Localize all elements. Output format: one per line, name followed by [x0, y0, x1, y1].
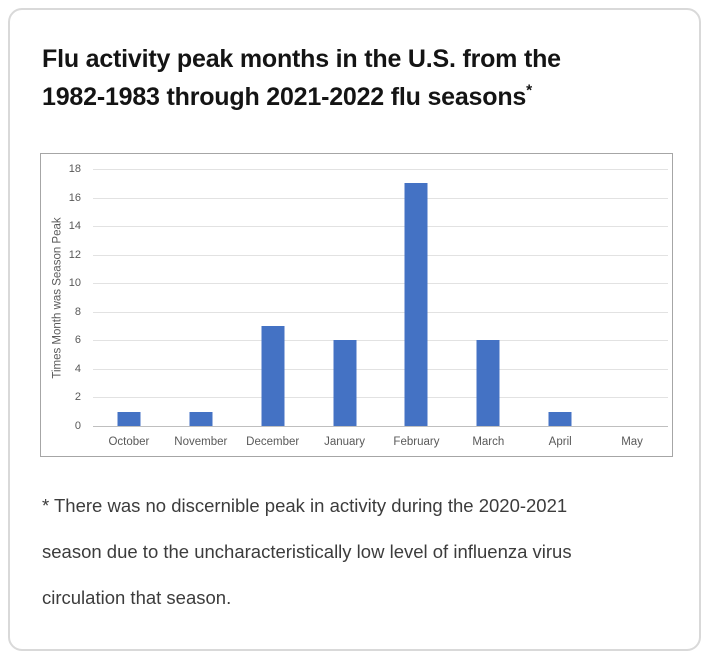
page-title-line2: 1982-1983 through 2021-2022 flu seasons [42, 83, 527, 111]
bar-october [117, 411, 141, 426]
x-tick-label-may: May [621, 436, 643, 448]
y-tick-label: 16 [68, 191, 81, 204]
plot-area [93, 169, 668, 427]
x-axis-labels: October November December January February Ma… [93, 436, 668, 448]
gridline [93, 197, 668, 199]
y-axis-ticks: 0 2 4 6 8 10 12 14 16 18 [41, 163, 85, 432]
footnote-line: * There was no discernible peak in activ… [42, 495, 568, 516]
bar-chart: Times Month was Season Peak 0 2 4 6 8 10 12 14 1… [40, 153, 673, 457]
x-tick-label-january: January [324, 436, 366, 448]
x-tick-label-october: October [108, 436, 150, 448]
bar-december [261, 326, 285, 426]
gridline [93, 397, 668, 399]
statistic-card: Flu activity peak months in the U.S. fro… [8, 8, 701, 651]
x-tick-label-march: March [472, 436, 505, 448]
bar-march [476, 340, 500, 426]
gridline [93, 283, 668, 285]
bar-january [333, 340, 357, 426]
footnote-line: season due to the uncharacteristically l… [42, 541, 572, 562]
bar-april [548, 411, 572, 426]
x-tick-label-april: April [548, 436, 572, 448]
footnote: * There was no discernible peak in activ… [42, 483, 667, 621]
gridline [93, 311, 668, 313]
gridline [93, 169, 668, 170]
y-tick-label: 8 [74, 305, 81, 318]
gridline [93, 368, 668, 370]
x-tick-label-december: December [246, 436, 300, 448]
y-tick-label: 2 [74, 391, 81, 404]
gridline [93, 226, 668, 228]
bar-february [404, 183, 428, 426]
x-tick-label-february: February [393, 436, 440, 448]
y-tick-label: 12 [68, 248, 81, 261]
footnote-asterisk: * [526, 82, 532, 100]
bar-november [189, 411, 213, 426]
y-tick-label: 18 [68, 163, 81, 175]
gridline [93, 340, 668, 342]
gridline [93, 254, 668, 256]
x-tick-label-november: November [174, 436, 228, 448]
y-tick-label: 14 [68, 220, 81, 233]
y-tick-label: 0 [74, 420, 81, 432]
y-tick-label: 6 [74, 334, 81, 347]
page-title: Flu activity peak months in the U.S. fro… [42, 40, 667, 116]
y-tick-label: 10 [68, 277, 81, 290]
footnote-line: circulation that season. [42, 587, 232, 608]
page-title-line1: Flu activity peak months in the U.S. fro… [42, 45, 561, 73]
y-tick-label: 4 [74, 362, 81, 375]
